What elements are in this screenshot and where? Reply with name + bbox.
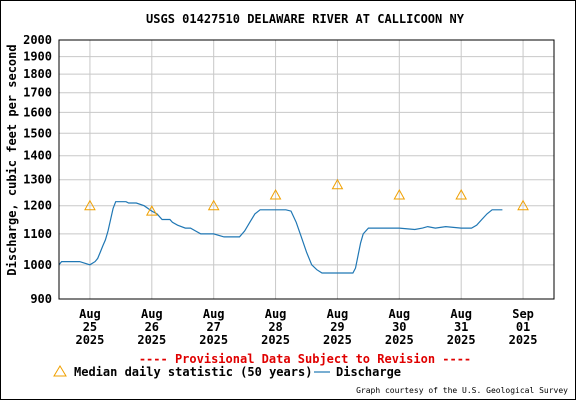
discharge-line xyxy=(58,201,503,274)
y-tick-label: 1100 xyxy=(23,227,52,241)
x-tick-year: 2025 xyxy=(137,333,166,347)
legend-median-label: Median daily statistic (50 years) xyxy=(74,365,312,379)
median-point xyxy=(145,205,158,216)
x-tick-month: Aug xyxy=(388,307,410,321)
x-tick-year: 2025 xyxy=(385,333,414,347)
median-point xyxy=(517,199,529,211)
x-tick-labels: Aug252025Aug262025Aug272025Aug282025Aug2… xyxy=(75,307,537,347)
x-tick-day: 28 xyxy=(268,320,282,334)
x-tick-day: 26 xyxy=(145,320,159,334)
y-tick-label: 1400 xyxy=(23,149,52,163)
chart-title: USGS 01427510 DELAWARE RIVER AT CALLICOO… xyxy=(146,12,465,26)
y-tick-label: 1700 xyxy=(23,86,52,100)
median-point xyxy=(207,199,220,211)
x-tick-day: 01 xyxy=(516,320,530,334)
x-tick-day: 25 xyxy=(83,320,97,334)
y-tick-label: 900 xyxy=(30,292,52,306)
x-tick-day: 30 xyxy=(392,320,406,334)
plot-area xyxy=(58,39,555,300)
median-point xyxy=(269,189,282,200)
x-tick-month: Aug xyxy=(265,307,287,321)
median-point xyxy=(393,189,406,200)
median-point xyxy=(84,199,96,211)
series-layer xyxy=(58,178,529,274)
y-tick-label: 1600 xyxy=(23,105,52,119)
y-tick-label: 1800 xyxy=(23,67,52,81)
y-tick-label: 1300 xyxy=(23,173,52,187)
x-tick-day: 27 xyxy=(206,320,220,334)
x-tick-year: 2025 xyxy=(261,333,290,347)
provisional-note: ---- Provisional Data Subject to Revisio… xyxy=(139,352,471,366)
x-tick-year: 2025 xyxy=(75,333,104,347)
x-tick-year: 2025 xyxy=(323,333,352,347)
y-axis-label: Discharge, cubic feet per second xyxy=(5,44,19,275)
grid xyxy=(59,39,554,300)
y-tick-label: 1900 xyxy=(23,50,52,64)
x-tick-month: Aug xyxy=(327,307,349,321)
median-point xyxy=(331,178,344,190)
x-tick-month: Aug xyxy=(141,307,163,321)
x-tick-day: 31 xyxy=(454,320,468,334)
y-tick-label: 1000 xyxy=(23,258,52,272)
x-tick-month: Aug xyxy=(79,307,101,321)
x-tick-month: Aug xyxy=(450,307,472,321)
legend-discharge-label: Discharge xyxy=(336,365,401,379)
credit-note: Graph courtesy of the U.S. Geological Su… xyxy=(356,386,568,395)
y-tick-label: 1200 xyxy=(23,199,52,213)
x-tick-year: 2025 xyxy=(509,333,538,347)
x-tick-year: 2025 xyxy=(447,333,476,347)
x-tick-day: 29 xyxy=(330,320,344,334)
x-tick-year: 2025 xyxy=(199,333,228,347)
median-point xyxy=(455,189,468,200)
y-tick-labels: 900 1000 1100 1200 1300 1400 1500 1600 1700 1800 1… xyxy=(23,33,52,306)
y-tick-label: 1500 xyxy=(23,126,52,140)
median-triangle-icon xyxy=(53,365,67,377)
x-tick-month: Sep xyxy=(512,307,534,321)
legend: Median daily statistic (50 years) Discha… xyxy=(53,365,401,379)
x-tick-month: Aug xyxy=(203,307,225,321)
y-tick-label: 2000 xyxy=(23,33,52,47)
